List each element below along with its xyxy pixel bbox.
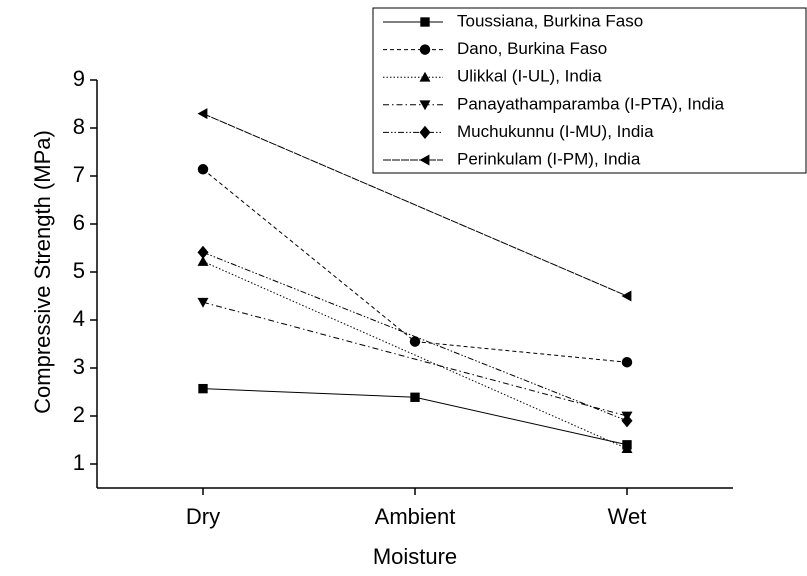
marker	[621, 414, 633, 428]
x-tick-label: Wet	[608, 504, 647, 529]
y-tick-label: 4	[73, 306, 85, 331]
y-tick-label: 7	[73, 162, 85, 187]
y-axis-title: Compressive Strength (MPa)	[30, 130, 55, 414]
marker	[198, 383, 208, 394]
legend-label: Dano, Burkina Faso	[457, 39, 607, 58]
legend-label: Toussiana, Burkina Faso	[457, 11, 643, 30]
marker	[621, 443, 633, 454]
marker	[197, 255, 209, 266]
y-tick-label: 3	[73, 354, 85, 379]
y-tick-label: 9	[73, 66, 85, 91]
marker	[420, 17, 430, 27]
x-axis-title: Moisture	[373, 544, 457, 569]
legend-label: Panayathamparamba (I-PTA), India	[457, 94, 725, 113]
y-tick-label: 5	[73, 258, 85, 283]
marker	[197, 245, 209, 259]
series-line	[202, 168, 628, 363]
marker	[197, 164, 209, 175]
y-tick-label: 2	[73, 402, 85, 427]
y-tick-label: 8	[73, 114, 85, 139]
legend-label: Perinkulam (I-PM), India	[457, 149, 641, 168]
x-tick-label: Ambient	[375, 504, 456, 529]
marker	[419, 154, 430, 166]
marker	[419, 71, 431, 82]
marker	[419, 100, 431, 111]
marker	[419, 44, 431, 55]
marker	[410, 392, 420, 402]
y-tick-label: 6	[73, 210, 85, 235]
x-tick-label: Dry	[186, 504, 220, 529]
y-tick-label: 1	[73, 450, 85, 475]
marker	[621, 357, 633, 368]
legend-box	[372, 7, 807, 174]
series-line	[202, 260, 628, 450]
marker	[197, 297, 209, 308]
marker	[409, 336, 421, 347]
series-line	[202, 301, 628, 417]
legend-label: Ulikkal (I-UL), India	[457, 67, 602, 86]
legend-label: Muchukunnu (I-MU), India	[457, 122, 654, 141]
marker	[419, 125, 431, 139]
series-line	[202, 113, 628, 297]
marker	[621, 290, 632, 302]
marker	[197, 108, 208, 120]
series-line	[202, 251, 628, 422]
